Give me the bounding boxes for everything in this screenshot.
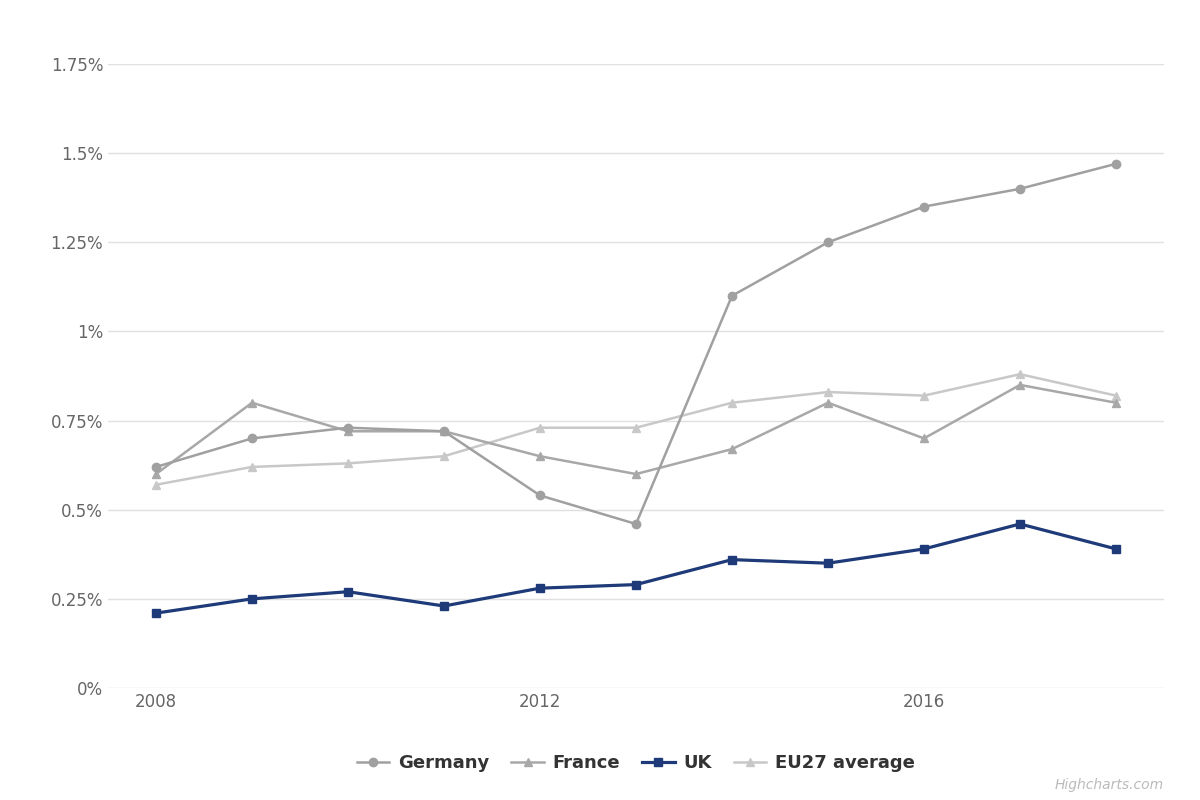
- EU27 average: [725, 398, 739, 407]
- France: [1109, 398, 1123, 407]
- Germany: [725, 291, 739, 301]
- UK: [821, 558, 835, 568]
- EU27 average: [629, 423, 643, 433]
- Germany: [341, 423, 355, 433]
- Germany: [1013, 184, 1027, 194]
- Line: EU27 average: EU27 average: [152, 370, 1120, 489]
- France: [533, 451, 547, 461]
- UK: [245, 594, 259, 604]
- Line: France: France: [152, 381, 1120, 478]
- EU27 average: [437, 451, 451, 461]
- EU27 average: [149, 480, 163, 490]
- UK: [917, 544, 931, 554]
- France: [725, 444, 739, 454]
- Germany: [533, 490, 547, 500]
- Germany: [629, 519, 643, 529]
- France: [629, 470, 643, 479]
- UK: [1013, 519, 1027, 529]
- UK: [725, 555, 739, 565]
- Line: Germany: Germany: [152, 160, 1120, 528]
- UK: [1109, 544, 1123, 554]
- France: [917, 434, 931, 443]
- Germany: [245, 434, 259, 443]
- Germany: [821, 238, 835, 247]
- EU27 average: [1013, 370, 1027, 379]
- UK: [533, 583, 547, 593]
- EU27 average: [245, 462, 259, 472]
- Legend: Germany, France, UK, EU27 average: Germany, France, UK, EU27 average: [349, 747, 923, 779]
- Germany: [437, 426, 451, 436]
- France: [341, 426, 355, 436]
- UK: [437, 601, 451, 610]
- EU27 average: [821, 387, 835, 397]
- Germany: [149, 462, 163, 472]
- Germany: [917, 202, 931, 211]
- UK: [149, 608, 163, 618]
- Text: Highcharts.com: Highcharts.com: [1055, 778, 1164, 792]
- EU27 average: [533, 423, 547, 433]
- EU27 average: [1109, 391, 1123, 401]
- France: [821, 398, 835, 407]
- France: [437, 426, 451, 436]
- EU27 average: [917, 391, 931, 401]
- France: [1013, 380, 1027, 390]
- EU27 average: [341, 458, 355, 468]
- France: [245, 398, 259, 407]
- Line: UK: UK: [152, 520, 1120, 618]
- UK: [629, 580, 643, 590]
- France: [149, 470, 163, 479]
- UK: [341, 587, 355, 597]
- Germany: [1109, 159, 1123, 169]
